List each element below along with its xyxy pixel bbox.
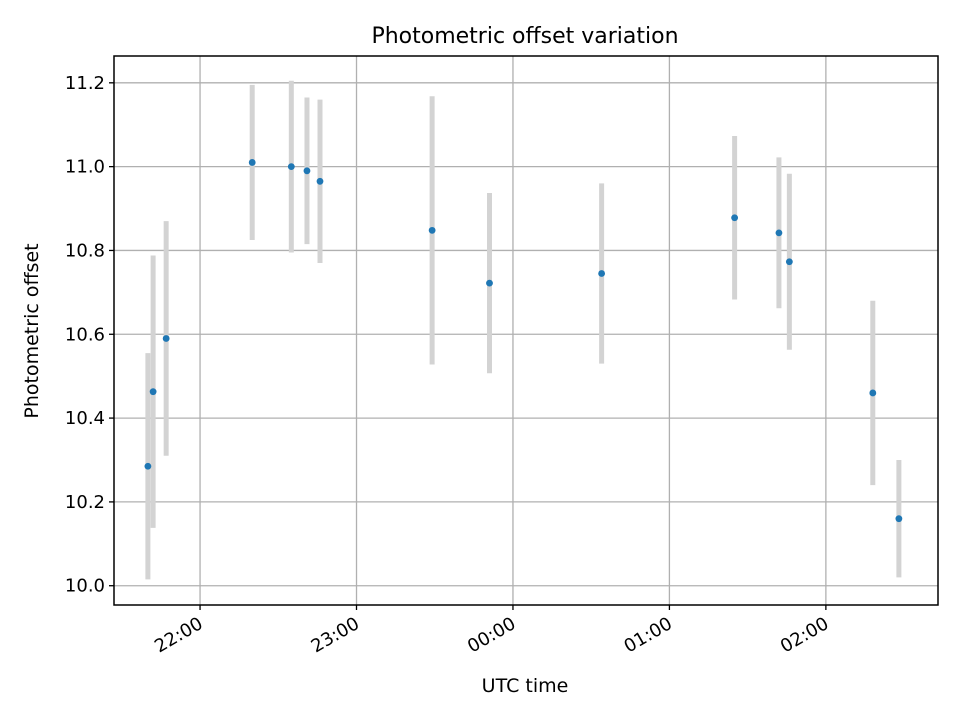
data-point: [287, 163, 295, 171]
data-point: [144, 462, 152, 470]
data-point: [895, 515, 903, 523]
data-point: [785, 258, 793, 266]
data-point: [162, 335, 170, 342]
y-tick-label: 11.0: [65, 157, 105, 178]
data-point: [149, 388, 157, 396]
y-tick-label: 10.0: [65, 576, 105, 597]
y-tick-label: 10.6: [65, 324, 105, 345]
y-tick-label: 10.4: [65, 408, 105, 429]
y-axis-label: Photometric offset: [21, 243, 43, 418]
y-tick-label: 10.8: [65, 240, 105, 261]
data-point: [428, 226, 436, 234]
data-point: [316, 177, 324, 185]
data-point: [303, 167, 311, 175]
data-point: [731, 214, 739, 222]
y-tick-label: 11.2: [65, 73, 105, 94]
y-tick-label: 10.2: [65, 492, 105, 513]
data-points: [144, 159, 903, 523]
chart-title: Photometric offset variation: [371, 24, 678, 49]
data-point: [598, 270, 606, 277]
data-point: [248, 159, 256, 166]
data-point: [775, 229, 783, 237]
data-point: [486, 279, 493, 287]
data-point: [869, 389, 877, 397]
x-axis-label: UTC time: [482, 675, 569, 697]
plot-frame: [113, 55, 939, 606]
